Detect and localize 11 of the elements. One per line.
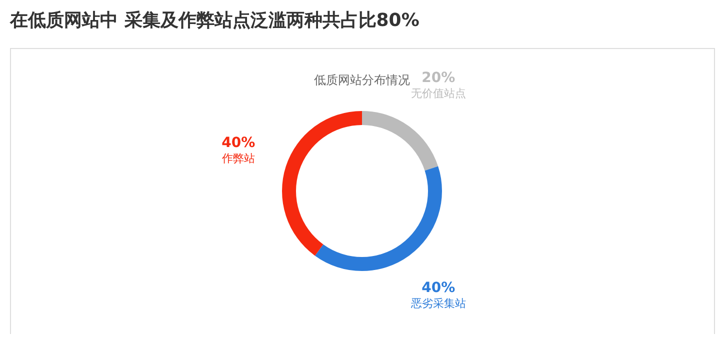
slice-label: 作弊站 <box>220 152 255 165</box>
slice-label: 无价值站点 <box>410 86 466 100</box>
donut-slice <box>362 111 438 171</box>
donut-slice <box>282 111 362 256</box>
chart-title: 在低质网站中 采集及作弊站点泛滥两种共占比80% <box>9 10 420 31</box>
data-label: 40% <box>422 280 456 296</box>
data-label: 20% <box>422 70 456 86</box>
chart-subtitle: 低质网站分布情况 <box>314 73 410 87</box>
slice-label: 恶劣采集站 <box>410 297 466 310</box>
data-label: 40% <box>222 134 256 151</box>
donut-slice <box>314 166 442 271</box>
